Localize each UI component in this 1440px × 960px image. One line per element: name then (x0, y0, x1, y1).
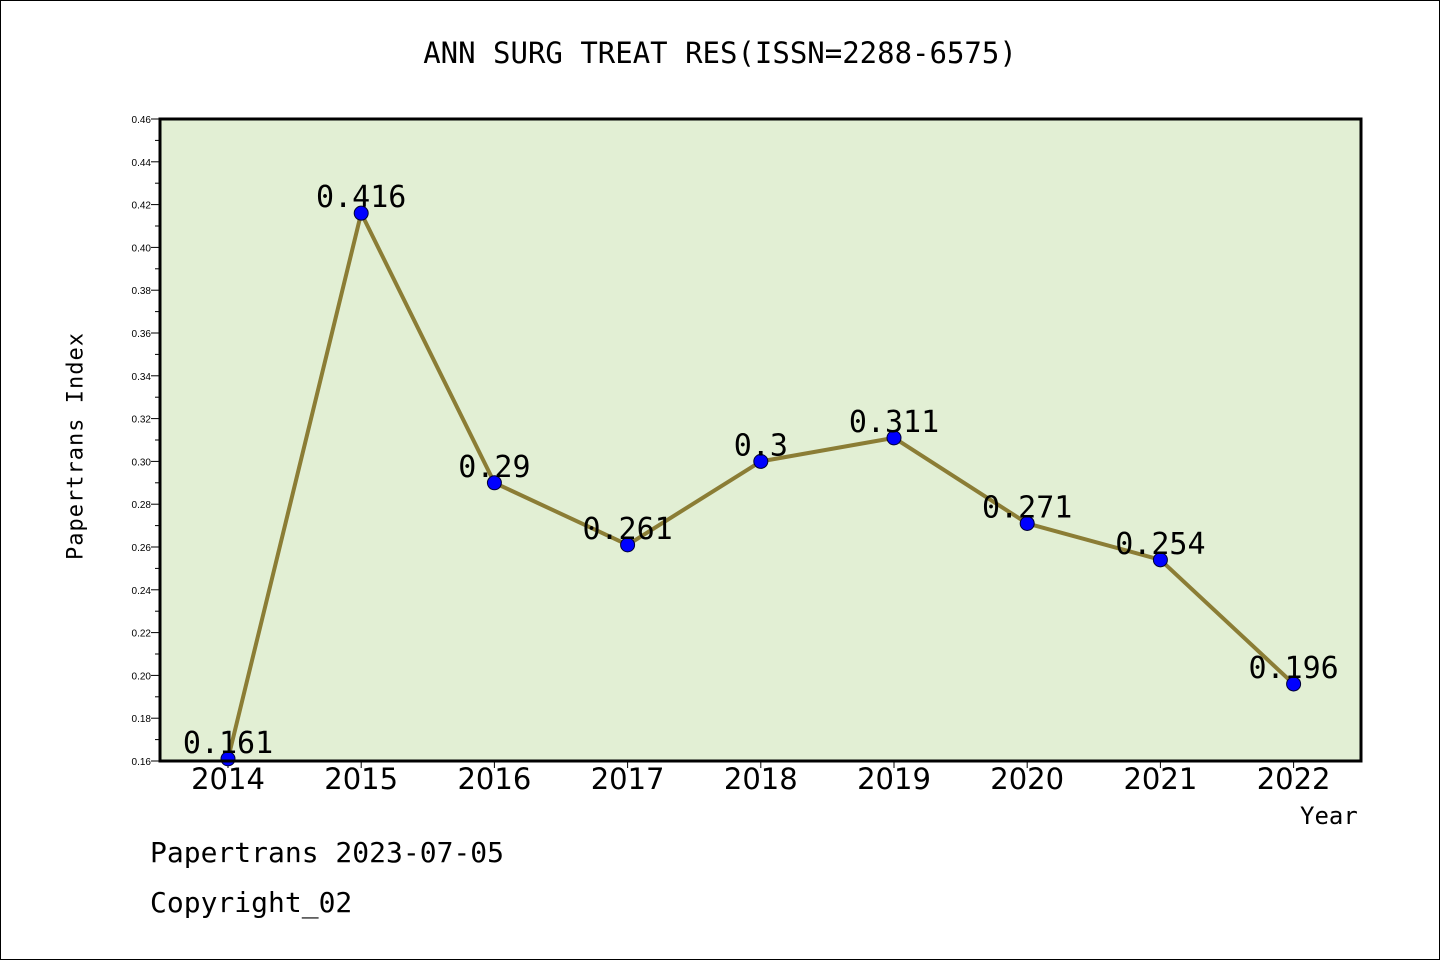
y-axis-label: Papertrans Index (63, 332, 89, 560)
y-tick-label: 0.22 (132, 629, 152, 640)
x-tick-label: 2017 (591, 762, 665, 796)
x-tick-label: 2016 (457, 762, 531, 796)
plot-area (160, 119, 1361, 761)
data-point (886, 430, 902, 446)
y-tick-label: 0.24 (132, 586, 152, 597)
data-label: 0.261 (582, 512, 672, 547)
y-tick-label: 0.20 (132, 671, 152, 682)
y-tick-label: 0.44 (132, 158, 152, 169)
chart-title: ANN SURG TREAT RES(ISSN=2288-6575) (423, 36, 1017, 70)
footer-date: Papertrans 2023-07-05 (150, 836, 505, 869)
plot-frame (158, 117, 1363, 763)
x-tick-label: 2022 (1257, 762, 1331, 796)
data-label: 0.271 (982, 490, 1072, 525)
data-point (1019, 515, 1035, 531)
y-tick-label: 0.40 (132, 243, 152, 254)
y-tick-label: 0.32 (132, 415, 152, 426)
data-label: 0.254 (1115, 527, 1205, 562)
footer-copyright: Copyright_02 (150, 886, 353, 919)
y-tick-label: 0.36 (132, 329, 152, 340)
data-point (620, 537, 636, 553)
y-tick-label: 0.18 (132, 714, 152, 725)
x-tick-label: 2020 (990, 762, 1064, 796)
data-point (1286, 676, 1302, 692)
data-point (753, 453, 769, 469)
x-tick-label: 2018 (724, 762, 798, 796)
data-label: 0.311 (849, 405, 939, 440)
x-tick-label: 2021 (1123, 762, 1197, 796)
y-tick-label: 0.42 (132, 201, 152, 212)
y-tick-label: 0.30 (132, 457, 152, 468)
y-tick-label: 0.38 (132, 286, 152, 297)
x-tick-label: 2015 (324, 762, 398, 796)
data-label: 0.196 (1248, 651, 1338, 686)
y-tick-label: 0.26 (132, 543, 152, 554)
data-point (353, 205, 369, 221)
y-tick-label: 0.46 (132, 115, 152, 126)
data-label: 0.29 (458, 450, 530, 485)
y-tick-label: 0.34 (132, 372, 152, 383)
data-point (1152, 552, 1168, 568)
x-tick-label: 2019 (857, 762, 931, 796)
data-label: 0.416 (316, 180, 406, 215)
x-axis-label: Year (1300, 802, 1358, 830)
data-label: 0.3 (734, 428, 788, 463)
data-label: 0.161 (183, 726, 273, 761)
y-tick-label: 0.16 (132, 757, 152, 768)
data-point (486, 475, 502, 491)
y-tick-label: 0.28 (132, 500, 152, 511)
x-tick-label: 2014 (191, 762, 265, 796)
